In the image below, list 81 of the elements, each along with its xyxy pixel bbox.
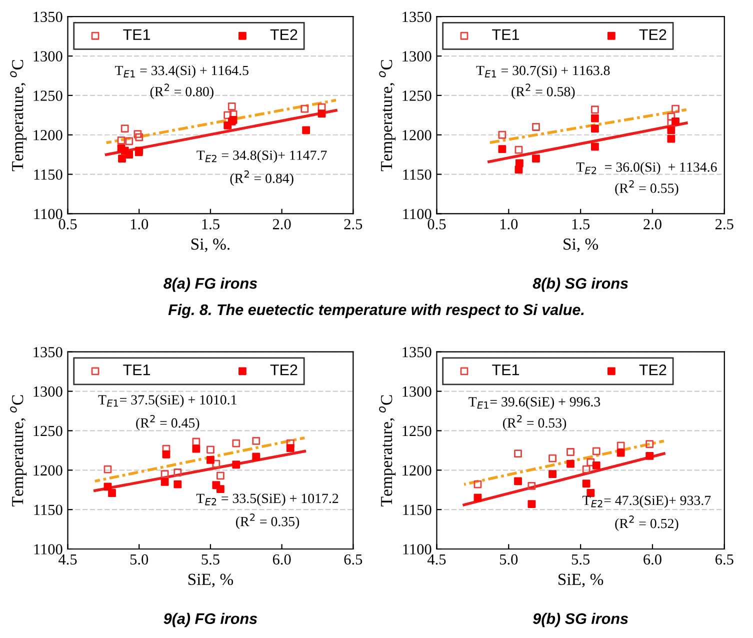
annotation: (R$^{2}$ = 0.52): [615, 516, 678, 532]
y-tick-label: 1150: [403, 169, 432, 180]
caption: Fig. 8. The euetectic temperature with respect to Si value.: [168, 304, 584, 318]
y-axis-title: Temperature, $^{o}$C: [379, 60, 396, 172]
y-tick-label: 1350: [34, 347, 62, 358]
y-tick-label: 1100: [403, 208, 432, 220]
x-tick-label: 6.5: [715, 554, 734, 565]
x-tick-label: 1.0: [500, 219, 518, 230]
legend-label: TE1: [123, 29, 150, 40]
x-tick-label: 0.5: [428, 219, 446, 230]
y-tick-label: 1200: [402, 465, 432, 476]
x-tick-label: 5.5: [572, 554, 590, 565]
legend-label: TE1: [123, 364, 150, 376]
annotation: T$_{E2}$ = 36.0(Si) + 1134.6: [576, 162, 717, 175]
y-tick-label: 1200: [34, 465, 62, 476]
x-tick-label: 4.5: [427, 554, 446, 565]
x-tick-label: 6.5: [344, 554, 362, 565]
legend-label: TE2: [270, 364, 298, 376]
legend-label: TE2: [639, 364, 666, 376]
annotation: T$_{E1}$= 37.5(SiE) + 1010.1: [98, 394, 236, 408]
x-axis-title: SiE, %: [188, 574, 234, 588]
x-tick-label: 2.5: [716, 219, 734, 230]
x-tick-label: 5.0: [500, 554, 518, 565]
y-tick-label: 1300: [34, 386, 62, 397]
y-tick-label: 1150: [34, 169, 62, 180]
x-tick-label: 4.5: [58, 554, 77, 565]
y-tick-label: 1200: [34, 130, 62, 140]
legend-label: TE2: [270, 29, 298, 40]
y-tick-label: 1350: [402, 347, 432, 358]
x-tick-label: 6.0: [272, 554, 291, 565]
annotation: (R$^{2}$ = 0.35): [236, 514, 300, 530]
y-tick-label: 1300: [402, 51, 432, 62]
annotation: (R$^{2}$ = 0.53): [502, 414, 566, 430]
annotation: T$_{E1}$= 39.6(SiE) + 996.3: [468, 396, 600, 410]
y-tick-label: 1300: [402, 386, 432, 397]
y-tick-label: 1250: [34, 90, 62, 101]
x-tick-label: 1.5: [202, 219, 220, 230]
y-tick-label: 1250: [402, 90, 432, 101]
text: 8(b) SG irons: [532, 278, 628, 292]
x-tick-label: 1.0: [130, 219, 148, 230]
x-tick-label: 5.0: [130, 554, 148, 565]
y-tick-label: 1100: [403, 544, 432, 554]
y-tick-label: 1350: [34, 12, 62, 22]
annotation: (R$^{2}$ = 0.80): [150, 84, 214, 100]
y-tick-label: 1100: [34, 544, 62, 554]
annotation: T$_{E1}$ = 30.7(Si) + 1163.8: [476, 65, 610, 78]
y-tick-label: 1300: [34, 51, 62, 62]
x-tick-label: 0.5: [58, 219, 77, 230]
annotation: (R$^{2}$ = 0.55): [615, 180, 678, 196]
legend-label: TE1: [492, 29, 520, 40]
x-tick-label: 2.5: [344, 219, 362, 230]
y-tick-label: 1200: [402, 130, 432, 140]
annotation: T$_{E2}$= 47.3(SiE)+ 933.7: [582, 495, 711, 508]
y-axis-title: Temperature, $^{o}$C: [10, 395, 27, 506]
text: 9(b) SG irons: [532, 612, 628, 628]
annotation: T$_{E1}$ = 33.4(Si) + 1164.5: [115, 65, 248, 78]
annotation: (R$^{2}$ = 0.84): [230, 170, 294, 186]
text: 8(a) FG irons: [164, 278, 258, 292]
annotation: (R$^{2}$ = 0.58): [512, 84, 575, 100]
annotation: T$_{E2}$ = 34.8(Si)+ 1147.7: [196, 150, 327, 163]
y-tick-label: 1350: [402, 12, 432, 22]
x-axis-title: Si, %.: [191, 238, 230, 252]
legend-label: TE2: [639, 29, 666, 40]
annotation: T$_{E2}$ = 33.5(SiE) + 1017.2: [196, 493, 338, 506]
x-tick-label: 6.0: [644, 554, 662, 565]
y-tick-label: 1250: [402, 426, 432, 436]
y-axis-title: Temperature, $^{o}$C: [379, 395, 396, 506]
annotation: (R$^{2}$ = 0.45): [136, 414, 200, 430]
x-axis-title: SiE, %: [558, 574, 604, 588]
text: 9(a) FG irons: [164, 612, 258, 628]
y-tick-label: 1150: [34, 504, 62, 516]
x-tick-label: 2.0: [272, 219, 291, 230]
legend-label: TE1: [492, 364, 520, 376]
y-axis-title: Temperature, $^{o}$C: [10, 60, 27, 172]
x-axis-title: Si, %: [564, 238, 598, 252]
y-tick-label: 1150: [403, 504, 432, 516]
y-tick-label: 1250: [34, 426, 62, 436]
y-tick-label: 1100: [34, 208, 62, 220]
x-tick-label: 2.0: [644, 219, 662, 230]
x-tick-label: 1.5: [572, 219, 590, 230]
x-tick-label: 5.5: [202, 554, 220, 565]
